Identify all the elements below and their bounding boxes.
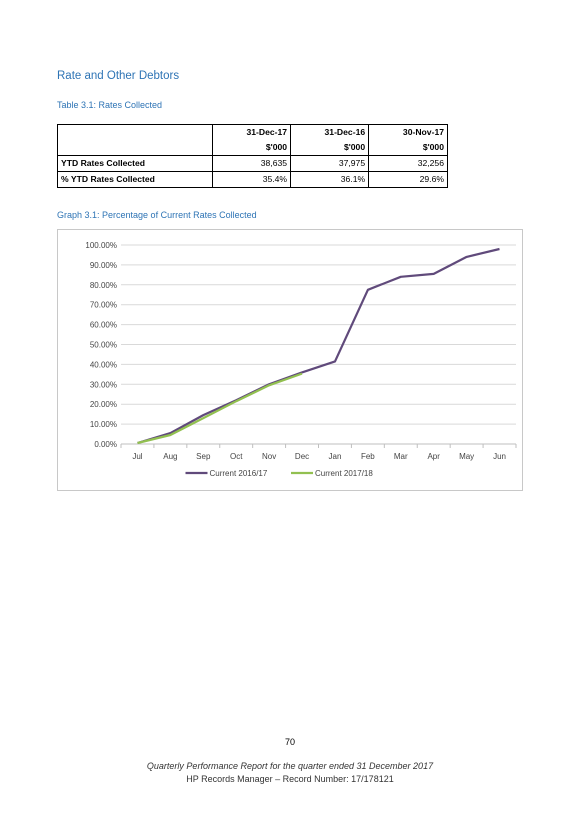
x-tick-label: Aug: [163, 452, 177, 461]
table-row: YTD Rates Collected 38,635 37,975 32,256: [57, 155, 448, 172]
y-tick-label: 80.00%: [90, 281, 117, 290]
table-cell: 32,256: [368, 155, 448, 172]
column-header-unit: $'000: [368, 140, 448, 156]
y-tick-label: 90.00%: [90, 261, 117, 270]
table-caption: Table 3.1: Rates Collected: [57, 100, 163, 110]
y-tick-label: 60.00%: [90, 321, 117, 330]
rates-collected-table: 31-Dec-17 31-Dec-16 30-Nov-17 $'000 $'00…: [57, 124, 448, 188]
page-number: 70: [284, 737, 295, 747]
series-line: [137, 247, 500, 445]
y-tick-label: 50.00%: [90, 341, 117, 350]
x-tick-label: Jun: [493, 452, 506, 461]
x-tick-label: Mar: [394, 452, 408, 461]
x-tick-label: Sep: [196, 452, 211, 461]
column-header-date: 31-Dec-16: [290, 124, 370, 140]
table-cell: 37,975: [290, 155, 370, 172]
row-label: % YTD Rates Collected: [57, 171, 213, 188]
table-cell: 29.6%: [368, 171, 448, 188]
section-title: Rate and Other Debtors: [57, 70, 180, 82]
x-tick-label: Feb: [361, 452, 375, 461]
chart-canvas: 0.00% 10.00% 20.00% 30.00% 40.00% 50.00% 60.00…: [85, 241, 517, 478]
x-tick-label: May: [459, 452, 474, 461]
table-row: % YTD Rates Collected 35.4% 36.1% 29.6%: [57, 171, 448, 188]
y-tick-label: 20.00%: [90, 400, 117, 409]
x-tick-label: Apr: [427, 452, 440, 461]
rates-collected-chart: 0.00% 10.00% 20.00% 30.00% 40.00% 50.00% 60.00…: [57, 229, 523, 491]
table-header-blank: [57, 124, 213, 156]
x-tick-label: Nov: [262, 452, 276, 461]
x-tick-label: Dec: [295, 452, 309, 461]
series-line: [137, 372, 303, 445]
y-tick-label: 100.00%: [85, 241, 117, 250]
x-tick-label: Oct: [230, 452, 243, 461]
y-tick-label: 30.00%: [90, 380, 117, 389]
y-tick-label: 10.00%: [90, 420, 117, 429]
x-tick-label: Jul: [132, 452, 142, 461]
x-tick-label: Jan: [329, 452, 342, 461]
table-cell: 36.1%: [290, 171, 370, 188]
y-tick-label: 40.00%: [90, 360, 117, 369]
y-tick-label: 0.00%: [94, 440, 117, 449]
table-cell: 35.4%: [211, 171, 292, 188]
column-header-date: 31-Dec-17: [211, 124, 292, 140]
graph-caption: Graph 3.1: Percentage of Current Rates C…: [57, 210, 257, 220]
column-header-date: 30-Nov-17: [368, 124, 448, 140]
column-header-unit: $'000: [290, 140, 370, 156]
footer-report-title: Quarterly Performance Report for the qua…: [146, 761, 434, 771]
row-label: YTD Rates Collected: [57, 155, 213, 172]
y-tick-label: 70.00%: [90, 301, 117, 310]
table-header-row-dates: 31-Dec-17 31-Dec-16 30-Nov-17: [57, 124, 448, 156]
table-cell: 38,635: [211, 155, 292, 172]
column-header-unit: $'000: [211, 140, 292, 156]
legend-label: Current 2016/17: [210, 469, 268, 478]
legend-label: Current 2017/18: [315, 469, 373, 478]
table-header-row-units: $'000 $'000 $'000: [58, 140, 448, 156]
footer-record-number: HP Records Manager – Record Number: 17/1…: [186, 774, 394, 784]
